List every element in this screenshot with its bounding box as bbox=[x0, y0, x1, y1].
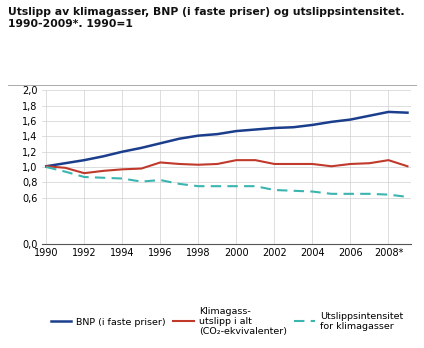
BNP (i faste priser) bbox=[405, 111, 410, 115]
BNP (i faste priser) bbox=[386, 110, 391, 114]
Klimagass-
utslipp i alt
(CO₂-ekvivalenter) bbox=[367, 161, 372, 165]
BNP (i faste priser) bbox=[291, 125, 296, 129]
Utslippsintensitet
for klimagasser bbox=[63, 169, 68, 174]
Klimagass-
utslipp i alt
(CO₂-ekvivalenter) bbox=[405, 164, 410, 168]
BNP (i faste priser) bbox=[177, 137, 182, 141]
BNP (i faste priser) bbox=[272, 126, 277, 130]
Klimagass-
utslipp i alt
(CO₂-ekvivalenter) bbox=[139, 166, 144, 171]
Klimagass-
utslipp i alt
(CO₂-ekvivalenter) bbox=[196, 163, 201, 167]
Klimagass-
utslipp i alt
(CO₂-ekvivalenter) bbox=[386, 158, 391, 162]
BNP (i faste priser) bbox=[158, 141, 163, 145]
Legend: BNP (i faste priser), Klimagass-
utslipp i alt
(CO₂-ekvivalenter), Utslippsinten: BNP (i faste priser), Klimagass- utslipp… bbox=[50, 307, 403, 336]
BNP (i faste priser) bbox=[215, 132, 220, 136]
Utslippsintensitet
for klimagasser bbox=[291, 189, 296, 193]
Line: Utslippsintensitet
for klimagasser: Utslippsintensitet for klimagasser bbox=[46, 167, 407, 197]
Klimagass-
utslipp i alt
(CO₂-ekvivalenter) bbox=[215, 162, 220, 166]
Klimagass-
utslipp i alt
(CO₂-ekvivalenter) bbox=[253, 158, 258, 162]
BNP (i faste priser) bbox=[329, 120, 334, 124]
Utslippsintensitet
for klimagasser bbox=[329, 192, 334, 196]
Klimagass-
utslipp i alt
(CO₂-ekvivalenter) bbox=[310, 162, 315, 166]
Utslippsintensitet
for klimagasser bbox=[158, 178, 163, 182]
BNP (i faste priser) bbox=[348, 118, 353, 122]
Line: BNP (i faste priser): BNP (i faste priser) bbox=[46, 112, 407, 166]
Klimagass-
utslipp i alt
(CO₂-ekvivalenter) bbox=[82, 171, 87, 175]
Utslippsintensitet
for klimagasser bbox=[310, 189, 315, 193]
BNP (i faste priser) bbox=[310, 123, 315, 127]
Klimagass-
utslipp i alt
(CO₂-ekvivalenter) bbox=[120, 167, 125, 172]
Klimagass-
utslipp i alt
(CO₂-ekvivalenter) bbox=[348, 162, 353, 166]
Klimagass-
utslipp i alt
(CO₂-ekvivalenter) bbox=[177, 162, 182, 166]
BNP (i faste priser) bbox=[120, 150, 125, 154]
BNP (i faste priser) bbox=[253, 127, 258, 132]
Klimagass-
utslipp i alt
(CO₂-ekvivalenter) bbox=[329, 164, 334, 168]
BNP (i faste priser) bbox=[63, 161, 68, 165]
Utslippsintensitet
for klimagasser bbox=[177, 182, 182, 186]
Klimagass-
utslipp i alt
(CO₂-ekvivalenter) bbox=[158, 160, 163, 165]
BNP (i faste priser) bbox=[196, 134, 201, 138]
Utslippsintensitet
for klimagasser bbox=[101, 176, 106, 180]
BNP (i faste priser) bbox=[44, 164, 49, 168]
Klimagass-
utslipp i alt
(CO₂-ekvivalenter) bbox=[234, 158, 239, 162]
Utslippsintensitet
for klimagasser bbox=[367, 192, 372, 196]
Utslippsintensitet
for klimagasser bbox=[139, 180, 144, 184]
Utslippsintensitet
for klimagasser bbox=[386, 192, 391, 197]
Utslippsintensitet
for klimagasser bbox=[82, 175, 87, 179]
Utslippsintensitet
for klimagasser bbox=[44, 165, 49, 169]
BNP (i faste priser) bbox=[101, 154, 106, 158]
Klimagass-
utslipp i alt
(CO₂-ekvivalenter) bbox=[291, 162, 296, 166]
Utslippsintensitet
for klimagasser bbox=[348, 192, 353, 196]
Klimagass-
utslipp i alt
(CO₂-ekvivalenter) bbox=[63, 166, 68, 170]
Utslippsintensitet
for klimagasser bbox=[405, 195, 410, 199]
Utslippsintensitet
for klimagasser bbox=[196, 184, 201, 188]
Utslippsintensitet
for klimagasser bbox=[215, 184, 220, 188]
BNP (i faste priser) bbox=[82, 158, 87, 162]
Text: Utslipp av klimagasser, BNP (i faste priser) og utslippsintensitet.
1990-2009*. : Utslipp av klimagasser, BNP (i faste pri… bbox=[8, 7, 405, 29]
Utslippsintensitet
for klimagasser bbox=[272, 188, 277, 192]
BNP (i faste priser) bbox=[139, 146, 144, 150]
Klimagass-
utslipp i alt
(CO₂-ekvivalenter) bbox=[272, 162, 277, 166]
Line: Klimagass-
utslipp i alt
(CO₂-ekvivalenter): Klimagass- utslipp i alt (CO₂-ekvivalent… bbox=[46, 160, 407, 173]
Utslippsintensitet
for klimagasser bbox=[234, 184, 239, 188]
Klimagass-
utslipp i alt
(CO₂-ekvivalenter) bbox=[101, 169, 106, 173]
BNP (i faste priser) bbox=[367, 114, 372, 118]
Utslippsintensitet
for klimagasser bbox=[253, 184, 258, 188]
BNP (i faste priser) bbox=[234, 129, 239, 133]
Utslippsintensitet
for klimagasser bbox=[120, 176, 125, 181]
Klimagass-
utslipp i alt
(CO₂-ekvivalenter) bbox=[44, 164, 49, 168]
